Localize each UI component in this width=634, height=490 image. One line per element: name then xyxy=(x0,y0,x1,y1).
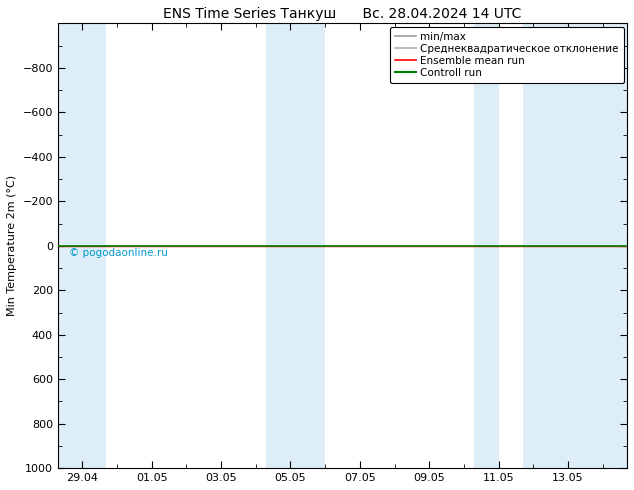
Bar xyxy=(290,24,325,468)
Bar xyxy=(523,24,627,468)
Text: © pogodaonline.ru: © pogodaonline.ru xyxy=(69,248,168,258)
Bar xyxy=(266,24,290,468)
Title: ENS Time Series Танкуш      Вс. 28.04.2024 14 UTC: ENS Time Series Танкуш Вс. 28.04.2024 14… xyxy=(164,7,522,21)
Y-axis label: Min Temperature 2m (°C): Min Temperature 2m (°C) xyxy=(7,175,17,317)
Legend: min/max, Среднеквадратическое отклонение, Ensemble mean run, Controll run: min/max, Среднеквадратическое отклонение… xyxy=(390,26,624,83)
Bar xyxy=(474,24,498,468)
Bar xyxy=(58,24,107,468)
